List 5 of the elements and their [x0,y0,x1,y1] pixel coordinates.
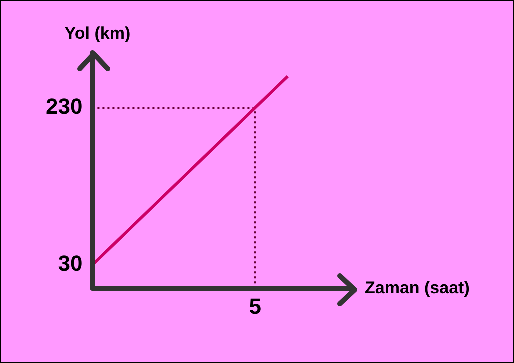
y-tick-label: 30 [58,251,83,276]
y-tick-label: 230 [46,94,83,120]
x-tick-label: 5 [249,294,262,319]
y-axis-title: Yol (km) [64,24,131,44]
x-axis-title: Zaman (saat) [365,278,470,298]
